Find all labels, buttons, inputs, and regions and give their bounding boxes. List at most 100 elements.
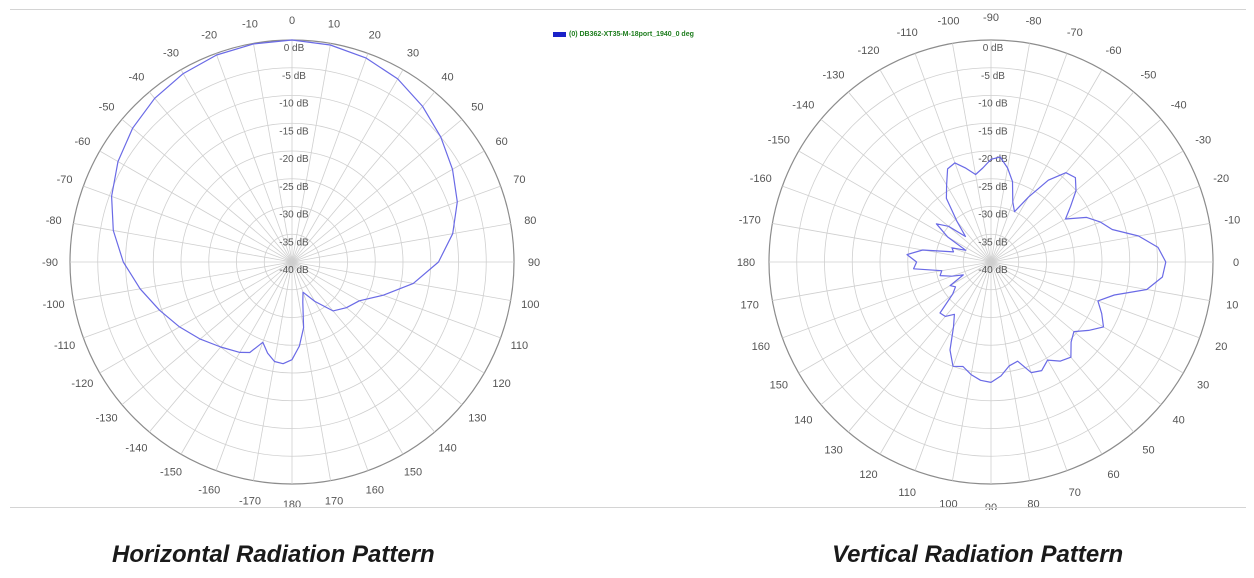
angle-label: 80 [524, 215, 536, 227]
angle-label: 0 [1233, 257, 1239, 269]
angle-label: -60 [74, 136, 90, 148]
grid-spoke [73, 261, 293, 301]
pattern-trace [906, 156, 1167, 383]
ring-label: -10 dB [279, 99, 309, 110]
grid-spoke [772, 223, 992, 263]
angle-label: -130 [96, 413, 118, 425]
grid-spoke [990, 261, 1200, 339]
grid-spoke [990, 261, 1030, 481]
ring-label: -10 dB [978, 99, 1008, 110]
angle-label: 170 [325, 495, 343, 507]
angle-label: -50 [1141, 69, 1157, 81]
angle-label: 60 [1107, 469, 1119, 481]
angle-label: 180 [737, 257, 755, 269]
angle-label: 180 [283, 499, 301, 510]
grid-spoke [990, 43, 1030, 263]
grid-spoke [291, 261, 436, 433]
angle-label: -160 [198, 484, 220, 496]
grid-spoke [291, 185, 501, 263]
grid-spoke [99, 150, 293, 263]
angle-label: -40 [128, 72, 144, 84]
angle-label: -170 [739, 214, 761, 226]
angle-label: -70 [57, 174, 73, 186]
angle-label: -60 [1106, 45, 1122, 57]
angle-label: -110 [54, 340, 75, 352]
grid-spoke [291, 261, 485, 374]
angle-label: -40 [1171, 100, 1187, 112]
angle-label: 120 [859, 469, 877, 481]
grid-spoke [291, 261, 369, 471]
grid-spoke [83, 261, 293, 339]
angle-label: -10 [1224, 214, 1240, 226]
grid-spoke [952, 43, 992, 263]
grid-spoke [291, 261, 331, 481]
ring-label: -35 dB [279, 237, 309, 248]
angle-label: 90 [985, 502, 997, 510]
grid-spoke [847, 91, 992, 263]
ring-label: -15 dB [279, 126, 309, 137]
angle-label: 20 [1215, 341, 1227, 353]
grid-spoke [952, 261, 992, 481]
grid-spoke [798, 261, 992, 374]
angle-label: -150 [160, 467, 182, 479]
angle-label: 80 [1027, 498, 1039, 510]
horizontal-polar-chart: 0 dB -5 dB -10 dB -15 dB -20 dB -25 dB -30 dB -… [42, 15, 540, 510]
angle-label: -80 [1026, 16, 1042, 28]
grid-spoke [99, 261, 293, 374]
grid-spoke [291, 261, 511, 301]
grid-spoke [291, 53, 369, 263]
ring-label: -5 dB [282, 71, 306, 82]
angle-label: 160 [752, 341, 770, 353]
pattern-trace [111, 39, 458, 365]
angle-label: -140 [792, 100, 814, 112]
angle-label: -140 [125, 442, 147, 454]
angle-label: 150 [770, 380, 788, 392]
angle-label: 50 [1142, 445, 1154, 457]
grid-spoke [990, 261, 1068, 471]
grid-spoke [291, 223, 511, 263]
grid-spoke [215, 261, 293, 471]
ring-label: -25 dB [279, 182, 309, 193]
grid-spoke [990, 261, 1162, 406]
angle-label: -80 [46, 215, 62, 227]
angle-label: 120 [492, 378, 510, 390]
grid-spoke [782, 261, 992, 339]
grid-spoke [990, 53, 1068, 263]
angle-label: 70 [513, 174, 525, 186]
angle-label: -50 [99, 101, 115, 113]
angle-label: -90 [983, 12, 999, 24]
angle-label: -100 [937, 16, 959, 28]
grid-spoke [83, 185, 293, 263]
grid-spoke [782, 185, 992, 263]
ring-label: -25 dB [978, 182, 1008, 193]
angle-label: -70 [1067, 27, 1083, 39]
bottom-divider [10, 507, 1246, 508]
grid-spoke [820, 261, 992, 406]
angle-label: -10 [242, 19, 258, 31]
horizontal-caption: Horizontal Radiation Pattern [112, 541, 435, 568]
grid-spoke [990, 69, 1103, 263]
angle-label: -120 [857, 45, 879, 57]
grid-spoke [291, 118, 463, 263]
vertical-caption: Vertical Radiation Pattern [832, 541, 1124, 568]
angle-label: -20 [1213, 173, 1229, 185]
angle-label: 110 [898, 487, 916, 499]
ring-label: -20 dB [978, 154, 1008, 165]
grid-spoke [180, 261, 293, 455]
grid-spoke [990, 185, 1200, 263]
angle-label: 130 [824, 445, 842, 457]
grid-spoke [990, 261, 1210, 301]
ring-label: -40 dB [978, 265, 1008, 276]
angle-label: -30 [163, 47, 179, 59]
grid-spoke [291, 261, 463, 406]
grid-spoke [914, 53, 992, 263]
grid-spoke [253, 261, 293, 481]
ring-label: -40 dB [279, 265, 309, 276]
angle-label: 140 [794, 414, 812, 426]
grid-spoke [73, 223, 293, 263]
angle-label: -160 [750, 173, 772, 185]
grid-spoke [990, 261, 1103, 455]
angle-label: 20 [369, 30, 381, 42]
grid-spoke [879, 261, 992, 455]
